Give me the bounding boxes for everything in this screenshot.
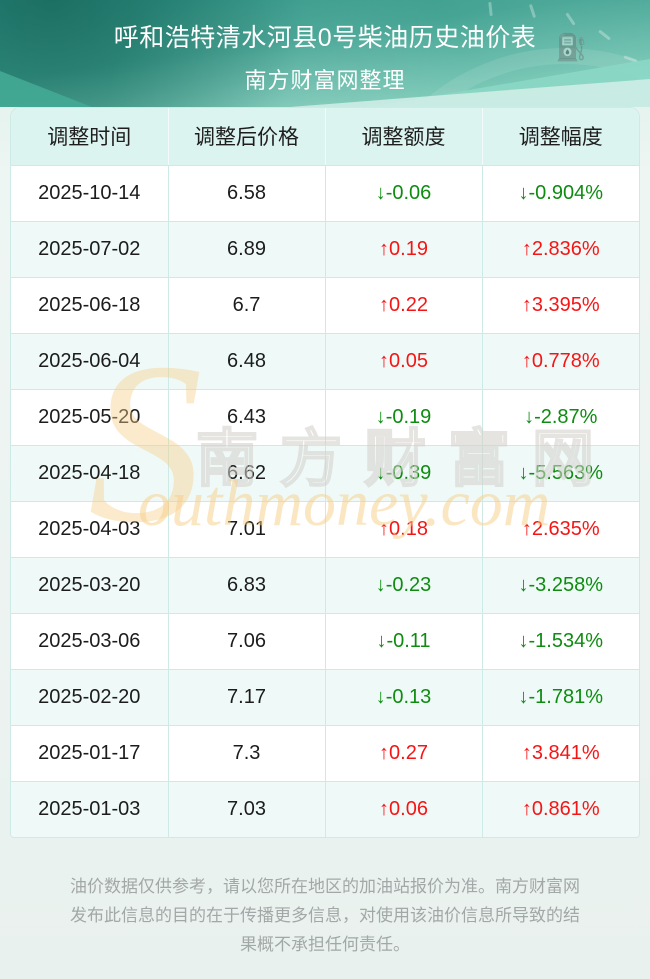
table-row: 2025-01-03 7.03 ↑0.06 ↑0.861% (11, 781, 639, 837)
cell-price: 6.83 (168, 557, 326, 614)
cell-adjust-date: 2025-01-03 (11, 781, 169, 837)
cell-price: 6.48 (168, 333, 326, 390)
table-header: 调整时间 调整后价格 调整额度 调整幅度 (11, 108, 639, 166)
price-history-table: 调整时间 调整后价格 调整额度 调整幅度 2025-10-14 6.58 ↓-0.0… (11, 108, 639, 837)
cell-change: ↑0.18 (325, 501, 483, 558)
table-row: 2025-10-14 6.58 ↓-0.06 ↓-0.904% (11, 165, 639, 222)
cell-change-pct: ↓-0.904% (482, 165, 639, 222)
cell-change: ↓-0.06 (325, 165, 483, 222)
table-row: 2025-01-17 7.3 ↑0.27 ↑3.841% (11, 725, 639, 782)
cell-change: ↓-0.11 (325, 613, 483, 670)
table-header-row: 调整时间 调整后价格 调整额度 调整幅度 (11, 108, 639, 166)
column-header-adjust-time: 调整时间 (11, 108, 169, 166)
cell-change: ↑0.05 (325, 333, 483, 390)
cell-adjust-date: 2025-06-04 (11, 333, 169, 390)
cell-adjust-date: 2025-02-20 (11, 669, 169, 726)
cell-price: 6.43 (168, 389, 326, 446)
cell-change-pct: ↑0.778% (482, 333, 639, 390)
cell-change-pct: ↑3.395% (482, 277, 639, 334)
hero-header: ⛽ 呼和浩特清水河县0号柴油历史油价表 南方财富网整理 (0, 0, 650, 107)
cell-change: ↓-0.39 (325, 445, 483, 502)
cell-change-pct: ↓-2.87% (482, 389, 639, 446)
page-subtitle: 南方财富网整理 (244, 68, 406, 93)
cell-adjust-date: 2025-05-20 (11, 389, 169, 446)
table-row: 2025-05-20 6.43 ↓-0.19 ↓-2.87% (11, 389, 639, 446)
page-title: 呼和浩特清水河县0号柴油历史油价表 (113, 24, 537, 52)
cell-change-pct: ↓-1.534% (482, 613, 639, 670)
column-header-adjust-rate: 调整幅度 (482, 108, 639, 166)
table-body: 2025-10-14 6.58 ↓-0.06 ↓-0.904% 2025-07-02 6.… (11, 165, 639, 837)
table-row: 2025-06-04 6.48 ↑0.05 ↑0.778% (11, 333, 639, 390)
cell-adjust-date: 2025-04-03 (11, 501, 169, 558)
column-header-adjusted-price: 调整后价格 (168, 108, 326, 166)
cell-change: ↓-0.23 (325, 557, 483, 614)
cell-price: 7.01 (168, 501, 326, 558)
table-row: 2025-03-20 6.83 ↓-0.23 ↓-3.258% (11, 557, 639, 614)
cell-price: 6.7 (168, 277, 326, 334)
cell-change: ↓-0.19 (325, 389, 483, 446)
cell-change-pct: ↑0.861% (482, 781, 639, 837)
cell-price: 7.03 (168, 781, 326, 837)
cell-change-pct: ↓-5.563% (482, 445, 639, 502)
cell-adjust-date: 2025-01-17 (11, 725, 169, 782)
cell-price: 7.17 (168, 669, 326, 726)
cell-adjust-date: 2025-04-18 (11, 445, 169, 502)
cell-price: 6.58 (168, 165, 326, 222)
cell-change-pct: ↑3.841% (482, 725, 639, 782)
table-row: 2025-06-18 6.7 ↑0.22 ↑3.395% (11, 277, 639, 334)
cell-adjust-date: 2025-03-20 (11, 557, 169, 614)
cell-adjust-date: 2025-06-18 (11, 277, 169, 334)
cell-change: ↑0.22 (325, 277, 483, 334)
table-row: 2025-02-20 7.17 ↓-0.13 ↓-1.781% (11, 669, 639, 726)
column-header-adjust-amount: 调整额度 (325, 108, 483, 166)
cell-price: 6.62 (168, 445, 326, 502)
table-row: 2025-03-06 7.06 ↓-0.11 ↓-1.534% (11, 613, 639, 670)
table-row: 2025-07-02 6.89 ↑0.19 ↑2.836% (11, 221, 639, 278)
cell-change-pct: ↓-1.781% (482, 669, 639, 726)
table-row: 2025-04-03 7.01 ↑0.18 ↑2.635% (11, 501, 639, 558)
cell-adjust-date: 2025-07-02 (11, 221, 169, 278)
cell-adjust-date: 2025-10-14 (11, 165, 169, 222)
cell-change: ↑0.19 (325, 221, 483, 278)
cell-price: 7.06 (168, 613, 326, 670)
cell-change: ↓-0.13 (325, 669, 483, 726)
cell-price: 6.89 (168, 221, 326, 278)
price-history-table-card: 调整时间 调整后价格 调整额度 调整幅度 2025-10-14 6.58 ↓-0.0… (10, 107, 640, 838)
cell-change: ↑0.27 (325, 725, 483, 782)
disclaimer-text: 油价数据仅供参考，请以您所在地区的加油站报价为准。南方财富网发布此信息的目的在于… (70, 877, 580, 954)
fuel-pump-icon: ⛽ (555, 32, 588, 62)
cell-change-pct: ↑2.836% (482, 221, 639, 278)
cell-change-pct: ↓-3.258% (482, 557, 639, 614)
cell-change-pct: ↑2.635% (482, 501, 639, 558)
cell-change: ↑0.06 (325, 781, 483, 837)
table-row: 2025-04-18 6.62 ↓-0.39 ↓-5.563% (11, 445, 639, 502)
cell-price: 7.3 (168, 725, 326, 782)
cell-adjust-date: 2025-03-06 (11, 613, 169, 670)
